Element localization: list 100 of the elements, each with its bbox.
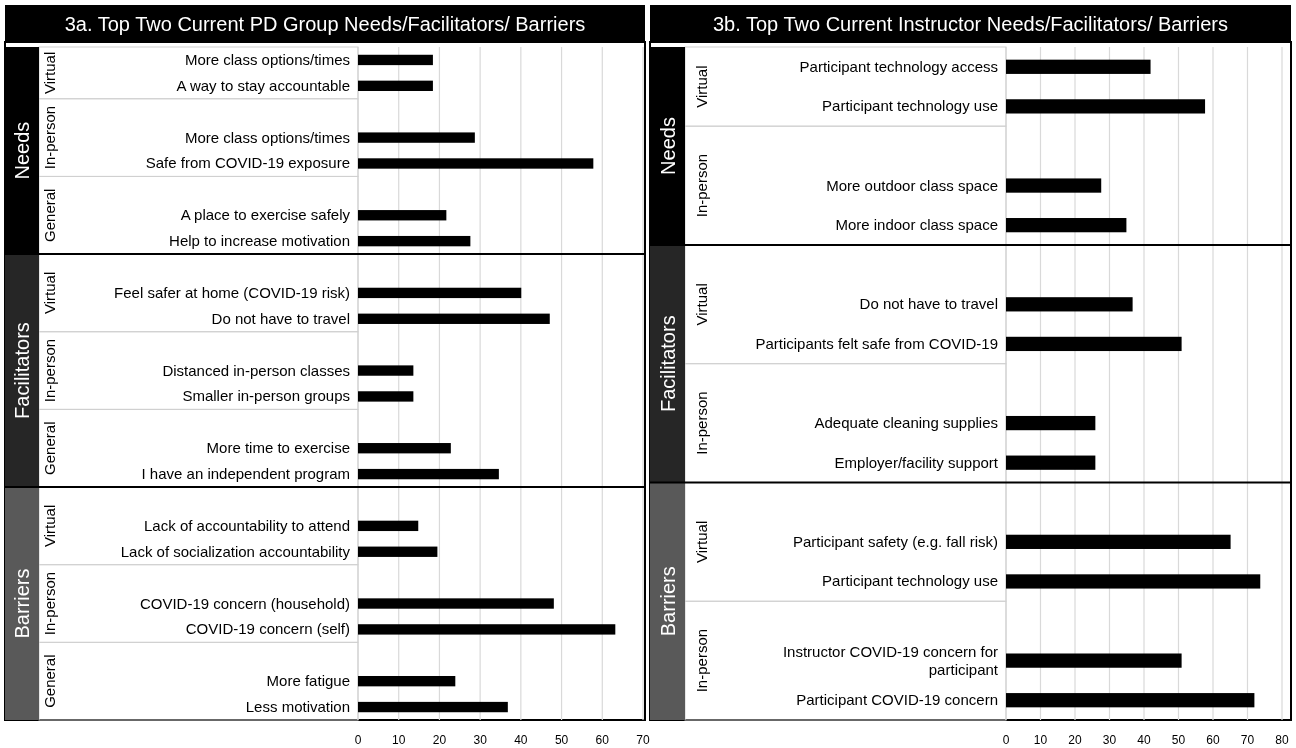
text: Facilitators: [11, 322, 33, 419]
y-tick-label: Smaller in-person groups: [182, 387, 350, 405]
y-tick-label: A place to exercise safely: [180, 206, 351, 224]
text: Needs: [656, 117, 679, 175]
y-tick-label: COVID-19 concern (household): [139, 594, 350, 612]
y-tick-label: COVID-19 concern (self): [185, 620, 350, 638]
bar: [1006, 336, 1182, 352]
y-tick-label: More indoor class space: [835, 216, 998, 234]
text: General: [41, 654, 58, 708]
chart-title: 3a. Top Two Current PD Group Needs/Facilitators/ Barriers: [64, 12, 586, 35]
x-tick-label: 10: [392, 733, 406, 747]
text: General: [41, 188, 58, 242]
x-tick-label: 20: [1068, 733, 1082, 747]
bar: [358, 624, 616, 635]
y-tick-label: Do not have to travel: [211, 309, 350, 327]
y-tick-label: Participant technology access: [799, 57, 998, 75]
text: In-person: [41, 338, 58, 403]
x-tick-label: 40: [1137, 733, 1151, 747]
y-tick-label: Help to increase motivation: [169, 232, 350, 250]
text: Virtual: [692, 283, 710, 326]
bar: [358, 158, 594, 169]
x-tick-label: 70: [636, 733, 650, 747]
y-tick-label: Employer/facility support: [834, 453, 999, 471]
bar: [1006, 415, 1096, 431]
y-tick-label: Participant safety (e.g. fall risk): [792, 532, 998, 550]
x-tick-label: 60: [595, 733, 610, 747]
text: Virtual: [41, 504, 58, 547]
bar: [358, 443, 451, 454]
y-tick-label: Lack of accountability to attend: [144, 516, 350, 534]
bar: [358, 313, 550, 324]
x-tick-label: 50: [554, 733, 569, 747]
bar: [358, 391, 414, 402]
bar: [1006, 178, 1102, 193]
text: Virtual: [692, 520, 710, 563]
text: Virtual: [41, 51, 58, 95]
text: In-person: [41, 105, 58, 170]
bar: [1006, 534, 1231, 549]
text: Facilitators: [656, 315, 679, 413]
y-tick-label: Participant COVID-19 concern: [796, 691, 998, 709]
x-tick-label: 30: [473, 733, 488, 747]
y-tick-label: Distanced in-person classes: [162, 361, 350, 379]
x-tick-label: 30: [1102, 733, 1117, 747]
y-tick-label: Do not have to travel: [859, 295, 998, 313]
bar: [358, 365, 414, 376]
bar: [358, 546, 438, 557]
y-tick-label: More time to exercise: [206, 439, 350, 457]
text: In-person: [692, 153, 710, 218]
y-tick-label: Less motivation: [245, 698, 350, 716]
bar: [1006, 653, 1182, 668]
y-tick-label: More fatigue: [266, 672, 350, 690]
x-tick-label: 70: [1240, 733, 1255, 747]
x-tick-label: 40: [514, 733, 528, 747]
bar: [1006, 99, 1206, 114]
y-tick-label: A way to stay accountable: [176, 76, 350, 94]
bar: [358, 54, 433, 66]
bar: [1006, 693, 1255, 708]
bar: [358, 676, 456, 687]
y-tick-label: More class options/times: [184, 128, 350, 146]
bar: [358, 210, 447, 221]
y-tick-label: I have an independent program: [141, 465, 350, 483]
y-tick-label: Participant technology use: [822, 97, 998, 115]
y-tick-label: Participants felt safe from COVID-19: [755, 334, 998, 352]
y-tick-label: Feel safer at home (COVID-19 risk): [114, 283, 350, 301]
text: Needs: [11, 121, 33, 180]
bar: [358, 468, 499, 480]
x-tick-label: 20: [432, 733, 447, 747]
y-tick-label: Adequate cleaning supplies: [814, 414, 998, 432]
bar: [358, 132, 475, 143]
bar: [1006, 59, 1151, 74]
bar: [358, 80, 433, 91]
y-tick-label: Lack of socialization accountability: [120, 542, 351, 560]
bar: [1006, 455, 1096, 470]
bar: [358, 520, 419, 532]
y-tick-label: More outdoor class space: [826, 176, 998, 194]
bar: [1006, 574, 1261, 589]
text: Virtual: [41, 271, 58, 315]
text: In-person: [692, 391, 710, 455]
text: Virtual: [692, 65, 710, 108]
y-tick-label: More class options/times: [184, 50, 350, 68]
bar: [1006, 218, 1127, 233]
x-tick-label: 50: [1171, 733, 1186, 747]
chart-title: 3b. Top Two Current Instructor Needs/Facilitators/ Barriers: [712, 12, 1229, 35]
text: General: [41, 421, 58, 475]
x-tick-label: 0: [1002, 733, 1010, 747]
text: In-person: [41, 571, 58, 636]
y-tick-label: Safe from COVID-19 exposure: [145, 154, 350, 172]
x-tick-label: 0: [354, 733, 362, 747]
text: Barriers: [656, 566, 679, 637]
bar: [358, 701, 508, 713]
bar: [358, 598, 554, 609]
bar: [358, 235, 471, 247]
bar: [1006, 297, 1133, 312]
text: In-person: [692, 628, 710, 693]
y-tick-label: Instructor COVID-19 concern for participant: [782, 642, 999, 678]
bar: [358, 287, 522, 299]
text: Barriers: [11, 568, 33, 639]
x-tick-label: 60: [1206, 733, 1220, 747]
x-tick-label: 80: [1275, 733, 1289, 747]
x-tick-label: 10: [1033, 733, 1048, 747]
y-tick-label: Participant technology use: [822, 572, 998, 590]
